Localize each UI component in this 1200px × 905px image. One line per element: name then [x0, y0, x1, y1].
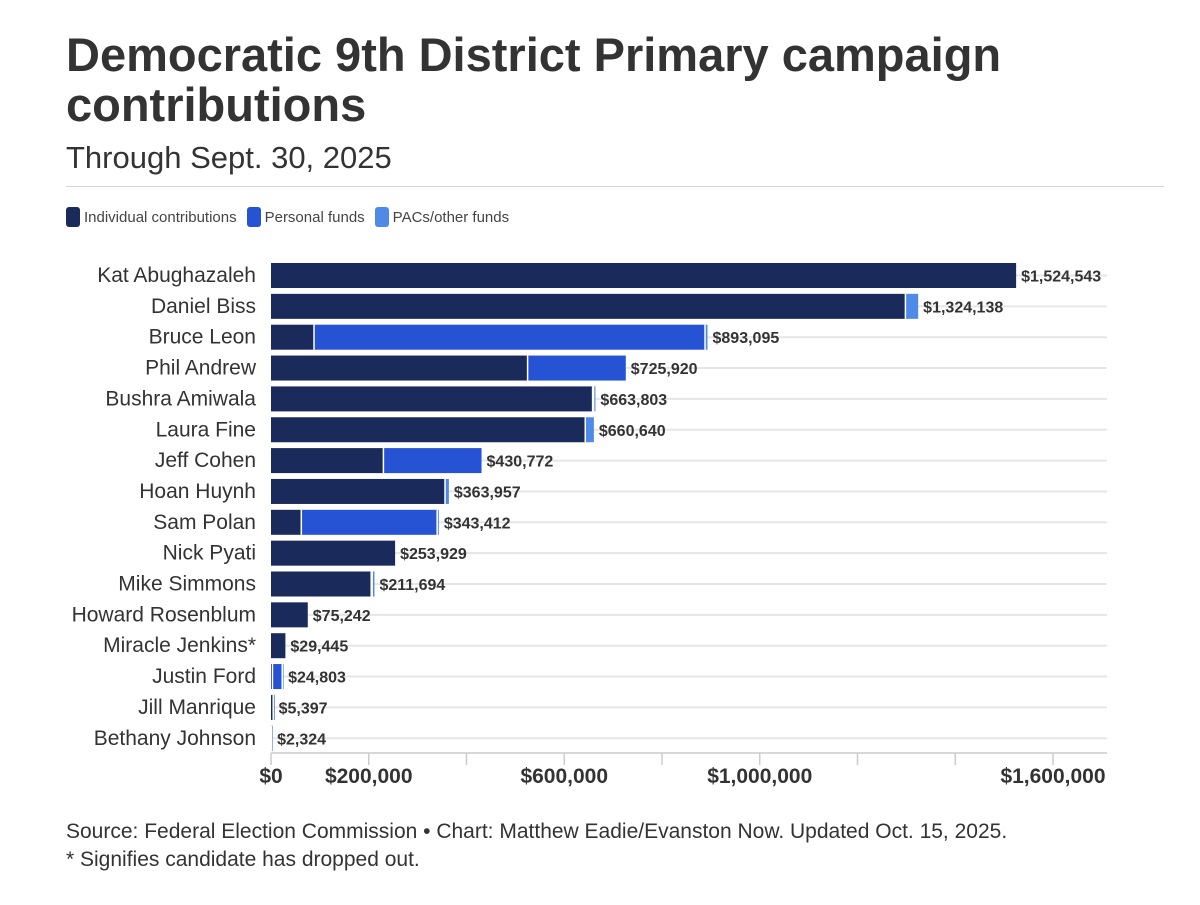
- data-label: $24,803: [288, 670, 346, 687]
- legend-label-pacs: PACs/other funds: [392, 208, 510, 226]
- x-tick-label: $600,000: [520, 765, 608, 788]
- data-label: $725,920: [631, 361, 698, 378]
- data-label: $75,242: [313, 608, 371, 625]
- bar-segment-individual: [271, 478, 445, 504]
- category-label: Bushra Amiwala: [105, 387, 256, 410]
- data-label: $363,957: [454, 484, 521, 501]
- bar-segment-individual: [271, 324, 315, 350]
- category-label: Hoan Huynh: [139, 480, 256, 503]
- segment-separator: [371, 571, 373, 597]
- legend-item-pacs: PACs/other funds: [374, 207, 510, 227]
- bar-segment-individual: [271, 448, 384, 474]
- dropout-note: * Signifies candidate has dropped out.: [66, 848, 420, 871]
- category-label: Miracle Jenkins*: [103, 634, 256, 657]
- segment-separator: [592, 386, 595, 412]
- data-label: $663,803: [600, 392, 667, 409]
- category-label: Howard Rosenblum: [72, 603, 256, 626]
- data-label: $29,445: [290, 639, 348, 656]
- bar-segment-individual: [271, 571, 372, 597]
- category-label: Mike Simmons: [118, 573, 256, 596]
- segment-separator: [370, 571, 372, 597]
- legend-label-personal: Personal funds: [264, 208, 365, 226]
- legend-swatch-individual: [66, 207, 80, 227]
- data-label: $1,324,138: [923, 299, 1003, 316]
- category-label: Bethany Johnson: [94, 727, 256, 750]
- bar-segment-individual: [271, 509, 302, 535]
- segment-separator: [444, 478, 446, 504]
- bar-segment-individual: [271, 386, 593, 412]
- title-divider: [66, 186, 1164, 187]
- bar-segment-individual: [271, 694, 274, 720]
- source-note: Source: Federal Election Commission • Ch…: [66, 820, 1008, 843]
- data-label: $430,772: [487, 454, 554, 471]
- category-label: Phil Andrew: [145, 357, 257, 380]
- legend-item-personal: Personal funds: [246, 207, 365, 227]
- category-label: Bruce Leon: [149, 326, 256, 349]
- chart-title: Democratic 9th District Primary campaign…: [66, 28, 1002, 131]
- data-label: $343,412: [444, 515, 511, 532]
- segment-separator: [584, 417, 587, 443]
- category-label: Sam Polan: [153, 511, 256, 534]
- legend-label-individual: Individual contributions: [84, 208, 237, 226]
- bar-segment-pacs: [437, 509, 439, 535]
- segment-separator: [271, 664, 274, 690]
- category-label: Justin Ford: [152, 665, 256, 688]
- data-label: $211,694: [379, 577, 445, 594]
- bar-segment-pacs: [905, 293, 919, 319]
- bar-segment-pacs: [585, 417, 594, 443]
- chart-footer: Source: Federal Election Commission • Ch…: [66, 818, 1007, 874]
- legend-swatch-pacs: [374, 207, 389, 227]
- x-tick-label: $200,000: [325, 765, 413, 788]
- bar-segment-individual: [271, 540, 396, 566]
- legend: Individual contributions Personal funds …: [66, 207, 519, 227]
- segment-separator: [300, 509, 303, 535]
- x-tick-label: $1,600,000: [1000, 765, 1105, 788]
- category-label: Laura Fine: [156, 418, 256, 441]
- legend-swatch-personal: [246, 207, 261, 227]
- data-label: $2,324: [277, 731, 326, 748]
- bar-segment-individual: [271, 417, 586, 443]
- segment-separator: [704, 324, 706, 350]
- segment-separator: [313, 324, 315, 350]
- bar-segment-personal: [383, 448, 482, 474]
- chart-subtitle: Through Sept. 30, 2025: [66, 140, 392, 175]
- bar-segment-individual: [271, 263, 1017, 288]
- category-label: Nick Pyati: [163, 542, 256, 565]
- segment-separator: [591, 386, 594, 412]
- segment-separator: [281, 664, 283, 690]
- segment-separator: [272, 694, 274, 720]
- bar-segment-individual: [271, 633, 286, 659]
- bar-segment-personal: [527, 355, 626, 381]
- x-tick-label: $1,000,000: [707, 765, 812, 788]
- segment-separator: [904, 293, 907, 319]
- category-label: Jill Manrique: [138, 696, 256, 719]
- category-label: Jeff Cohen: [155, 449, 256, 472]
- legend-item-individual: Individual contributions: [66, 207, 237, 227]
- x-tick-label: $0: [259, 765, 282, 788]
- bar-segment-personal: [314, 324, 706, 350]
- segment-separator: [526, 355, 529, 381]
- segment-separator: [270, 725, 273, 751]
- data-label: $1,524,543: [1021, 269, 1101, 286]
- segment-separator: [436, 509, 438, 535]
- segment-separator: [382, 448, 385, 474]
- bar-segment-pacs: [705, 324, 708, 350]
- bar-segment-personal: [301, 509, 438, 535]
- data-label: $893,095: [713, 330, 780, 347]
- bar-segment-individual: [271, 602, 308, 628]
- bar-segment-pacs: [372, 571, 375, 597]
- bar-segment-individual: [271, 293, 906, 319]
- data-label: $5,397: [279, 700, 328, 717]
- category-label: Kat Abughazaleh: [97, 264, 256, 287]
- bar-segment-pacs: [444, 478, 449, 504]
- bar-segment-pacs: [593, 386, 596, 412]
- category-label: Daniel Biss: [151, 295, 256, 318]
- bar-segment-individual: [271, 355, 528, 381]
- data-label: $660,640: [599, 423, 666, 440]
- bar-segment-personal: [272, 664, 283, 690]
- data-label: $253,929: [400, 546, 467, 563]
